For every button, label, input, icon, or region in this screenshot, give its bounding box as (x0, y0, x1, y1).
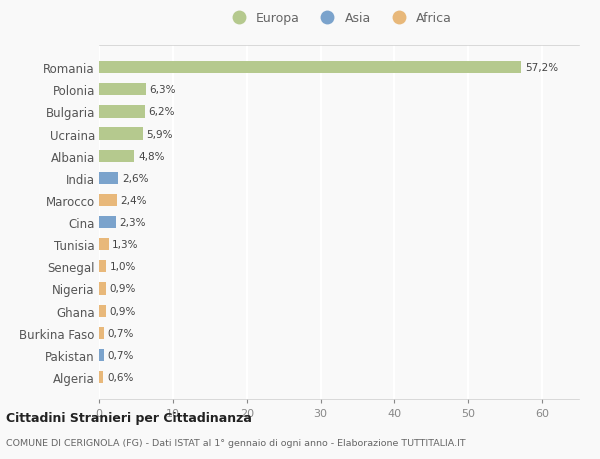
Bar (99, 150, 134, 162)
Bar (99, 283, 106, 295)
Text: 4,8%: 4,8% (138, 151, 164, 162)
Bar (99, 217, 116, 229)
Text: 0,9%: 0,9% (109, 306, 136, 316)
Bar (99, 62, 521, 74)
Text: 6,3%: 6,3% (149, 85, 176, 95)
Text: 2,6%: 2,6% (122, 174, 148, 184)
Text: 57,2%: 57,2% (525, 63, 558, 73)
Text: 0,6%: 0,6% (107, 372, 133, 382)
Text: 0,7%: 0,7% (108, 350, 134, 360)
Bar (99, 239, 109, 251)
Text: Cittadini Stranieri per Cittadinanza: Cittadini Stranieri per Cittadinanza (6, 412, 252, 425)
Bar (99, 195, 117, 207)
Text: 0,7%: 0,7% (108, 328, 134, 338)
Text: 2,4%: 2,4% (121, 196, 147, 206)
Bar (99, 327, 104, 339)
Legend: Europa, Asia, Africa: Europa, Asia, Africa (223, 10, 455, 28)
Text: 2,3%: 2,3% (119, 218, 146, 228)
Text: 5,9%: 5,9% (146, 129, 173, 139)
Text: COMUNE DI CERIGNOLA (FG) - Dati ISTAT al 1° gennaio di ogni anno - Elaborazione : COMUNE DI CERIGNOLA (FG) - Dati ISTAT al… (6, 438, 466, 448)
Bar (99, 261, 106, 273)
Bar (99, 305, 106, 317)
Bar (99, 106, 145, 118)
Bar (99, 84, 146, 96)
Bar (99, 173, 118, 185)
Text: 6,2%: 6,2% (148, 107, 175, 117)
Text: 1,3%: 1,3% (112, 240, 139, 250)
Bar (99, 371, 103, 383)
Text: 0,9%: 0,9% (109, 284, 136, 294)
Bar (99, 349, 104, 361)
Bar (99, 128, 143, 140)
Text: 1,0%: 1,0% (110, 262, 136, 272)
